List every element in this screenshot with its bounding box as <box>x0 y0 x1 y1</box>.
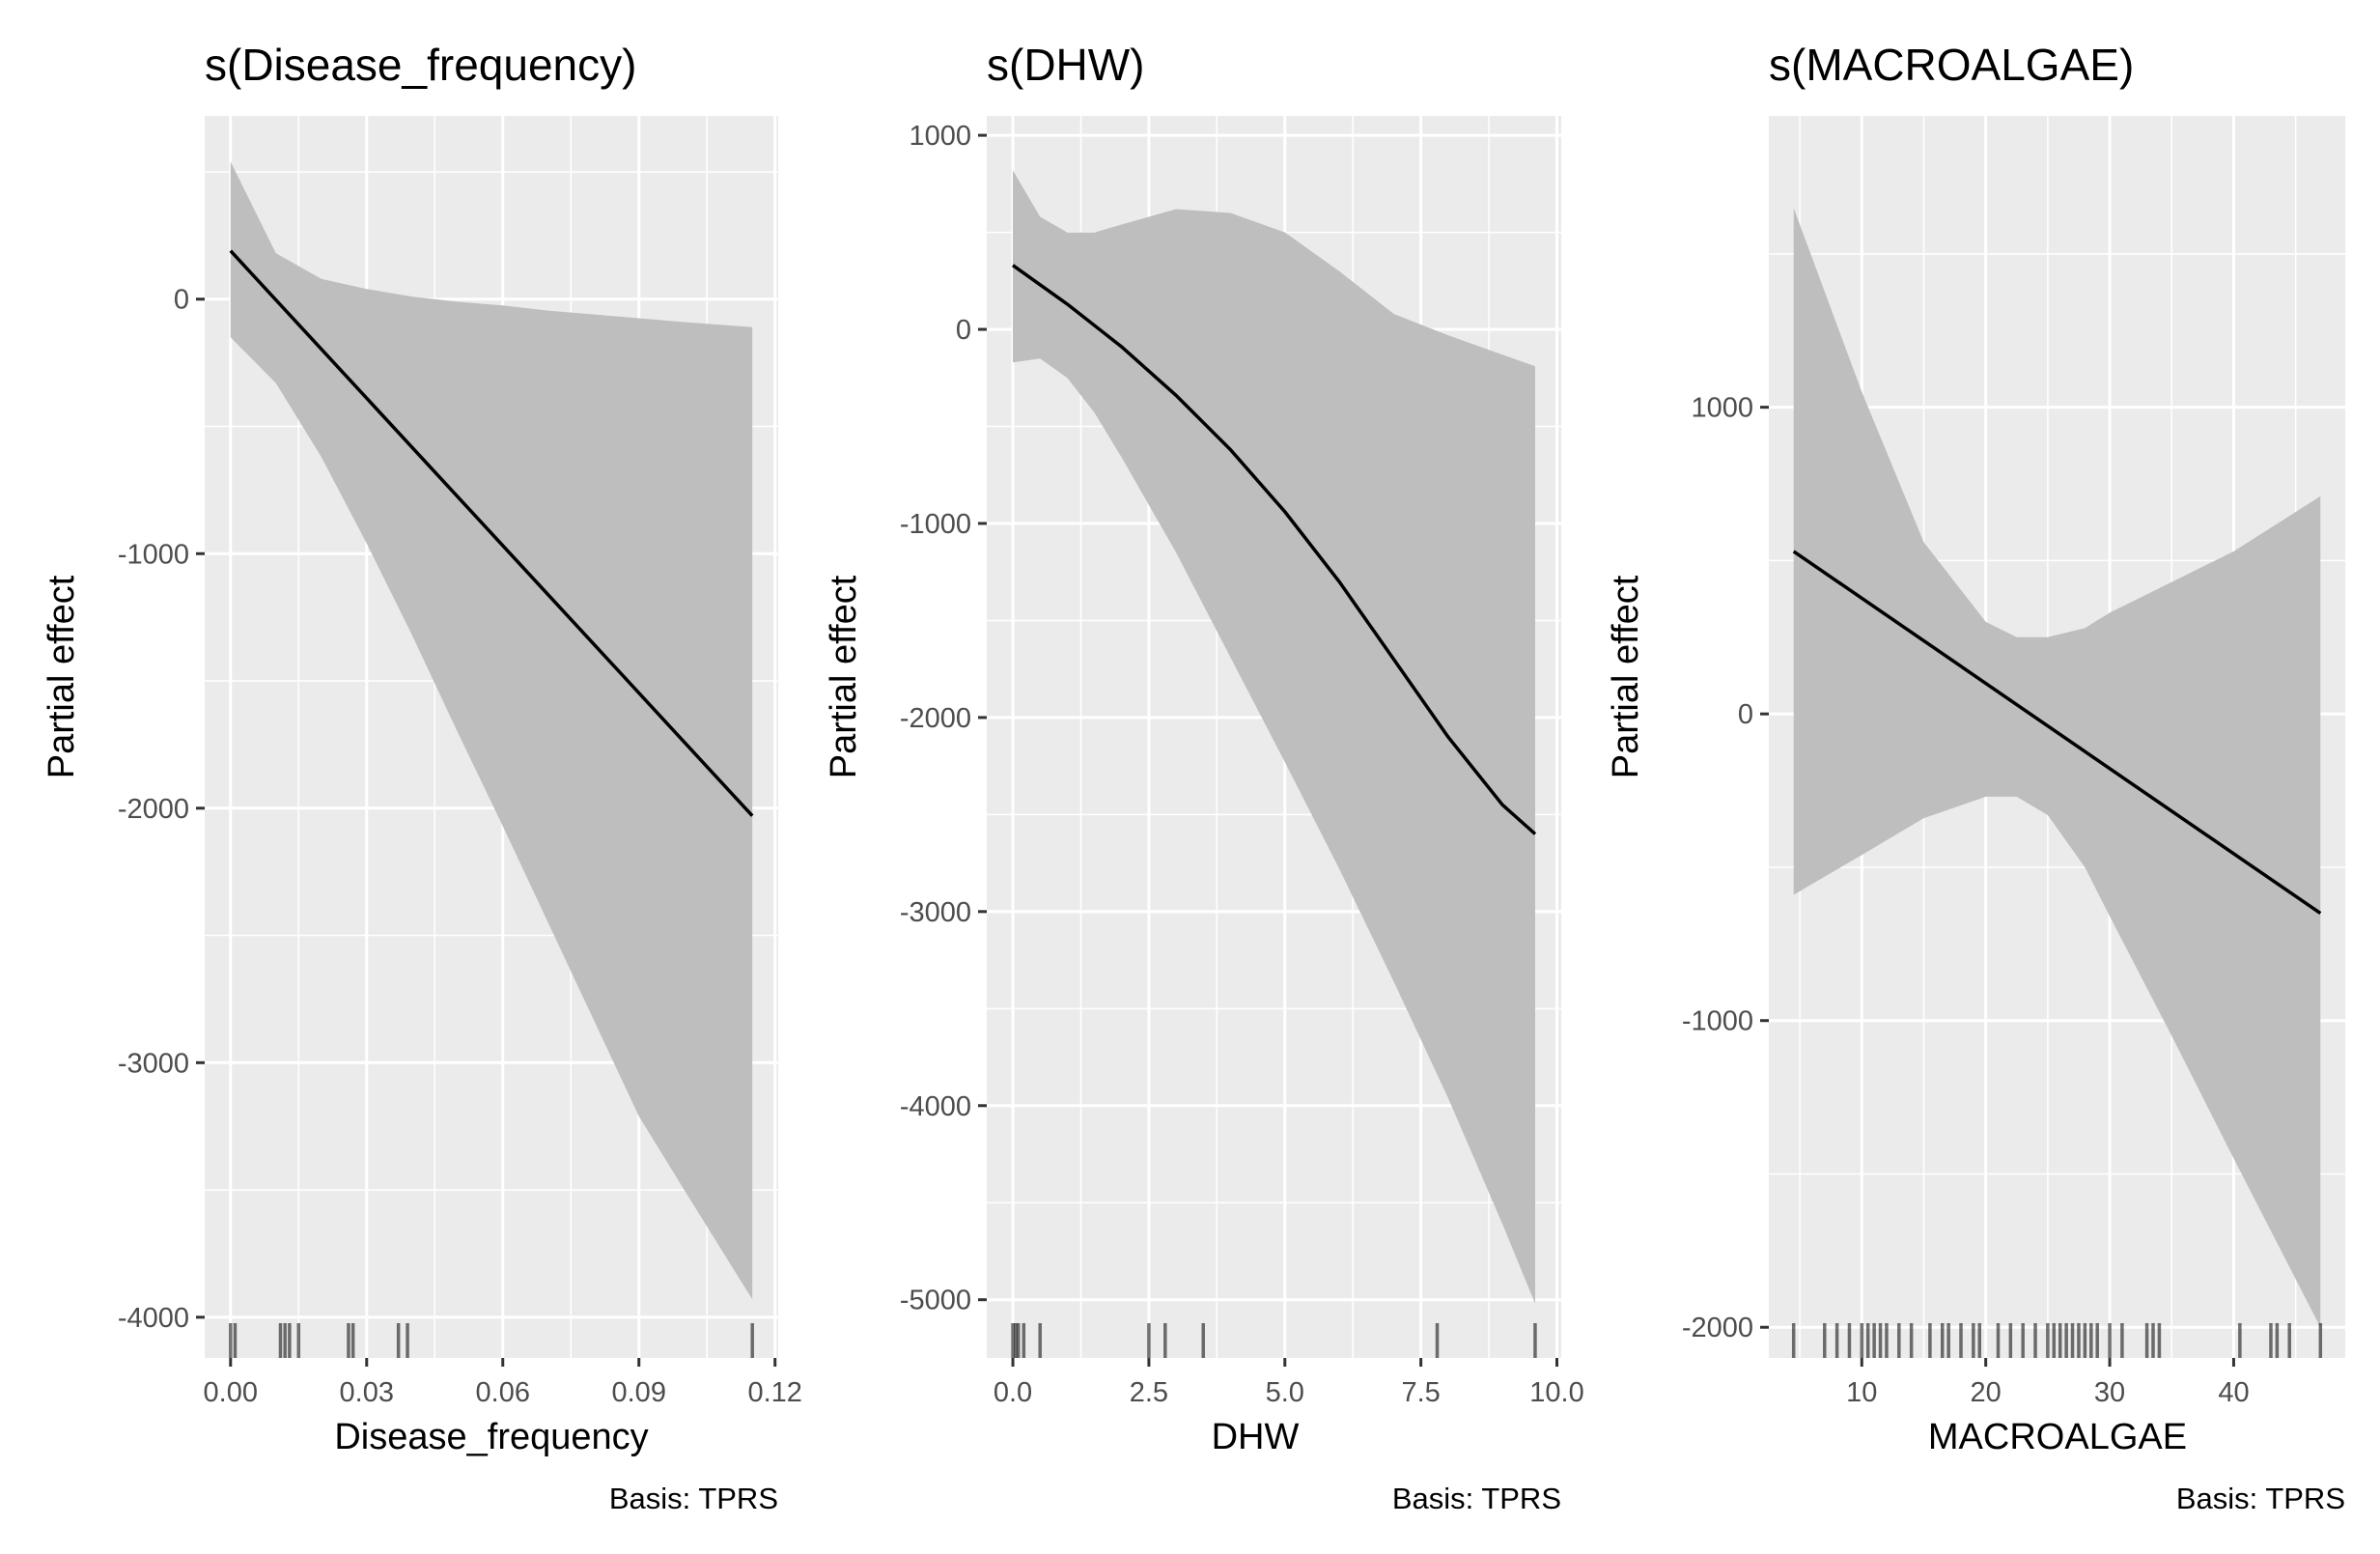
basis-caption: Basis: TPRS <box>1392 1482 1561 1515</box>
smooth-effect-line <box>229 249 754 817</box>
x-tick-label: 0.12 <box>747 1377 801 1408</box>
confidence-band <box>230 161 753 1300</box>
x-tick-label: 5.0 <box>1266 1377 1304 1408</box>
basis-caption: Basis: TPRS <box>609 1482 778 1515</box>
x-tick-label: 0.03 <box>340 1377 394 1408</box>
y-tick-label: -3000 <box>118 1048 189 1079</box>
y-tick-label: -3000 <box>900 897 971 928</box>
smooth-effect-line <box>1792 550 2322 916</box>
y-tick-label: -2000 <box>900 703 971 734</box>
x-tick-label: 30 <box>2094 1377 2125 1408</box>
y-axis-title: Partial effect <box>824 575 864 778</box>
basis-caption: Basis: TPRS <box>2176 1482 2345 1515</box>
x-tick-label: 0.09 <box>612 1377 666 1408</box>
x-tick-label: 0.00 <box>204 1377 258 1408</box>
x-tick-label: 10 <box>1846 1377 1877 1408</box>
y-tick-label: -2000 <box>1682 1313 1753 1343</box>
panel-macroalgae: 10 20 30 40 -2000 -1000 0 1000 s(MACROALGAE) Pa… <box>1606 40 2345 1515</box>
x-tick-label: 2.5 <box>1130 1377 1168 1408</box>
y-tick-label: 0 <box>956 315 971 346</box>
x-axis-title: Disease_frequency <box>334 1417 648 1457</box>
x-tick-label: 7.5 <box>1401 1377 1440 1408</box>
confidence-band <box>1013 170 1535 1304</box>
x-axis-title: DHW <box>1212 1417 1300 1457</box>
y-tick-label: -5000 <box>900 1286 971 1316</box>
y-tick-label: -1000 <box>900 509 971 540</box>
y-tick-label: 0 <box>174 285 189 316</box>
x-tick-label: 0.06 <box>476 1377 530 1408</box>
y-tick-label: -1000 <box>1682 1006 1753 1037</box>
y-tick-label: 1000 <box>1691 393 1753 424</box>
panel-title: s(Disease_frequency) <box>205 40 636 90</box>
x-tick-label: 10.0 <box>1529 1377 1583 1408</box>
smooth-effect-line <box>1011 264 1537 835</box>
x-axis-title: MACROALGAE <box>1928 1417 2187 1457</box>
plot-area: 10 20 30 40 -2000 -1000 0 1000 <box>1682 116 2345 1408</box>
y-tick-label: 1000 <box>909 121 971 152</box>
y-tick-label: -4000 <box>118 1303 189 1334</box>
panel-title: s(DHW) <box>987 40 1145 90</box>
y-tick-label: -4000 <box>900 1091 971 1122</box>
panel-title: s(MACROALGAE) <box>1769 40 2134 90</box>
y-axis-title: Partial effect <box>1606 575 1646 778</box>
y-tick-label: -2000 <box>118 794 189 825</box>
y-tick-label: -1000 <box>118 539 189 570</box>
plot-area: 0.00 0.03 0.06 0.09 0.12 -4000 -3000 -2000 -1000… <box>118 116 802 1408</box>
x-tick-label: 20 <box>1971 1377 2002 1408</box>
y-axis-title: Partial effect <box>42 575 82 778</box>
y-tick-label: 0 <box>1738 699 1753 730</box>
plot-area: 0.0 2.5 5.0 7.5 10.0 -5000 -4000 -3000 -2000 -100… <box>900 116 1584 1408</box>
panel-dhw: 0.0 2.5 5.0 7.5 10.0 -5000 -4000 -3000 -2000 -100… <box>824 40 1584 1515</box>
panel-disease-frequency: 0.00 0.03 0.06 0.09 0.12 -4000 -3000 -2000 -1000… <box>42 40 802 1515</box>
confidence-band <box>1793 208 2321 1328</box>
x-tick-label: 0.0 <box>994 1377 1032 1408</box>
x-tick-label: 40 <box>2218 1377 2249 1408</box>
